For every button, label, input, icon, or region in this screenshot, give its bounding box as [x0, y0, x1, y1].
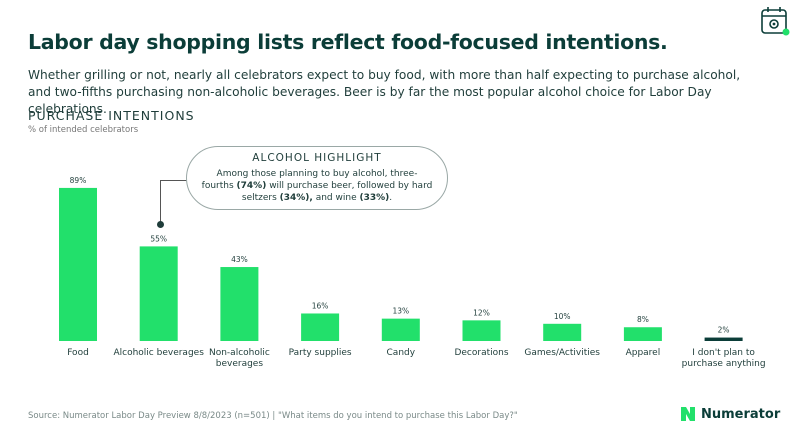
- brand-logo: Numerator: [680, 406, 780, 422]
- brand-name: Numerator: [701, 406, 781, 422]
- bar-value-label: 16%: [312, 301, 329, 310]
- units-note: % of intended celebrators: [28, 125, 139, 135]
- bar: [462, 320, 501, 341]
- category-label: Apparel: [626, 348, 661, 358]
- bar-value-label: 89%: [70, 176, 87, 185]
- page-subtitle: Whether grilling or not, nearly all cele…: [28, 68, 741, 116]
- bar-value-label: 2%: [718, 326, 730, 335]
- bar: [704, 337, 743, 341]
- bar: [543, 323, 582, 341]
- alcohol-highlight-callout: ALCOHOL HIGHLIGHT Among those planning t…: [186, 146, 448, 210]
- category-label: Non-alcoholic beverages: [209, 348, 270, 369]
- callout-heading: ALCOHOL HIGHLIGHT: [252, 152, 382, 164]
- callout-text: Among those planning to buy alcohol, thr…: [187, 168, 447, 204]
- category-label: Candy: [387, 348, 416, 358]
- callout-text-part: will purchase beer, followed by hard sel…: [241, 181, 433, 203]
- bar-value-label: 13%: [392, 307, 409, 316]
- bar: [139, 246, 178, 341]
- callout-beer-pct: (74%): [236, 181, 267, 191]
- bar: [220, 267, 259, 341]
- source-note: Source: Numerator Labor Day Preview 8/8/…: [28, 411, 518, 421]
- bar-value-label: 12%: [473, 308, 490, 317]
- callout-connector: [160, 180, 187, 222]
- bar-value-label: 43%: [231, 255, 248, 264]
- bar: [381, 318, 420, 341]
- category-label: Food: [67, 348, 89, 358]
- category-label: Games/Activities: [524, 348, 600, 358]
- bar-value-label: 55%: [150, 234, 167, 243]
- callout-text-part: .: [389, 193, 393, 203]
- category-label: Decorations: [454, 348, 508, 358]
- bar-value-label: 10%: [554, 312, 571, 321]
- category-label: I don't plan to purchase anything: [682, 348, 766, 369]
- numerator-n-icon: [681, 407, 695, 421]
- callout-dot: [157, 221, 164, 228]
- bar: [59, 187, 97, 341]
- callout-text-part: Among those planning to buy alcohol, thr…: [201, 169, 418, 191]
- calendar-gear-icon: [761, 7, 790, 36]
- callout-wine-pct: (33%): [359, 193, 390, 203]
- page-title: Labor day shopping lists reflect food-fo…: [28, 30, 668, 54]
- section-title: PURCHASE INTENTIONS: [28, 108, 195, 123]
- bar: [301, 313, 340, 341]
- callout-seltzer-pct: (34%),: [279, 193, 313, 203]
- callout-text-part: and wine: [312, 193, 360, 203]
- category-label: Alcoholic beverages: [113, 348, 204, 358]
- category-label: Party supplies: [289, 348, 352, 358]
- bar-value-label: 8%: [637, 315, 649, 324]
- bar: [623, 327, 662, 341]
